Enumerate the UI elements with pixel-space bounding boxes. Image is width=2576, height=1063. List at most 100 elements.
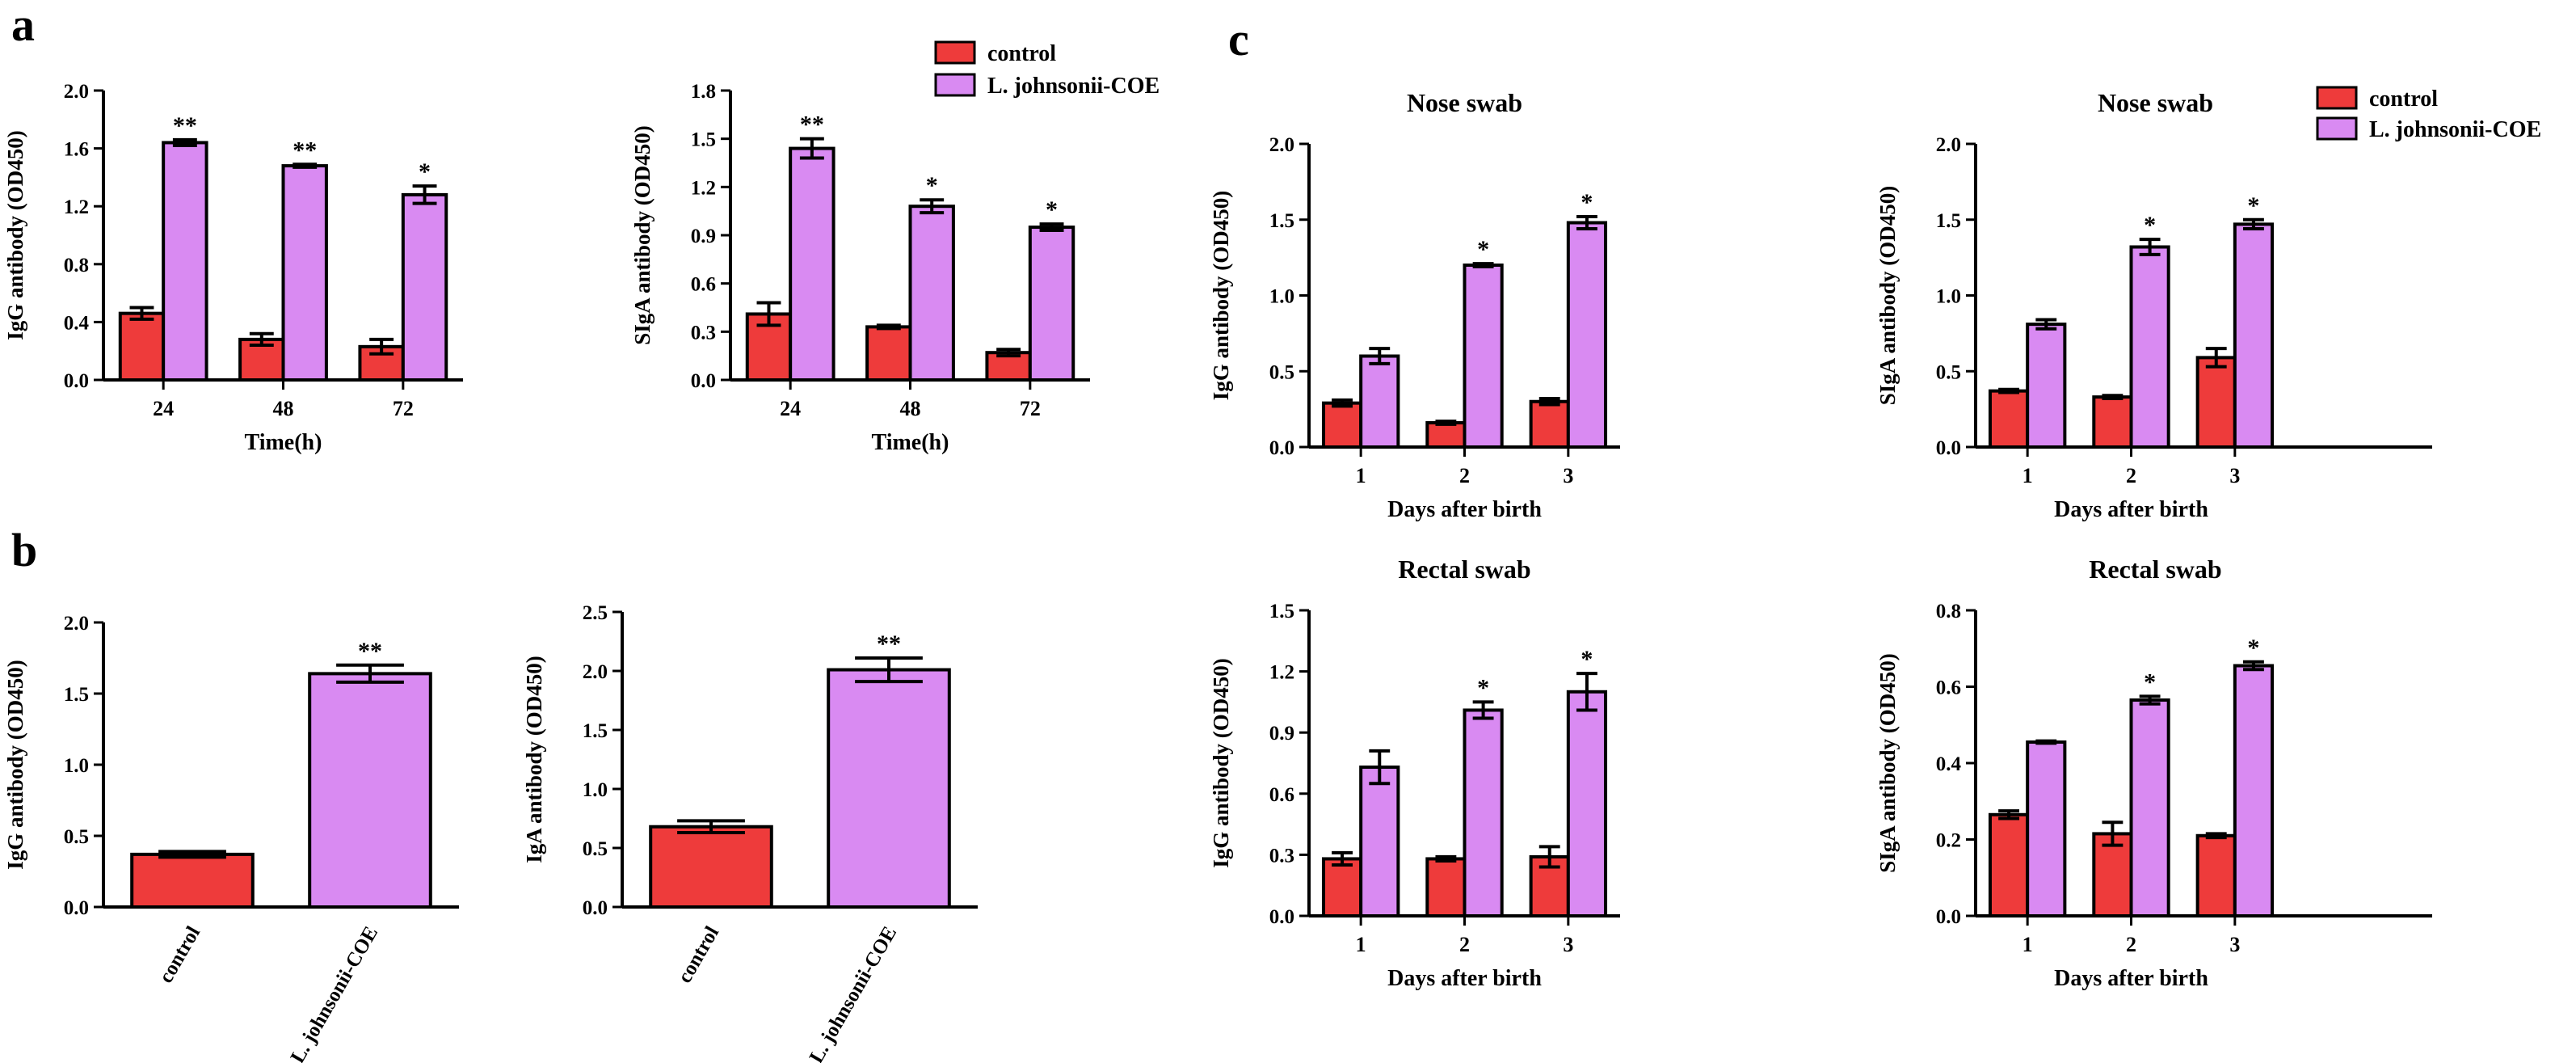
legend-c-treated-label: L. johnsonii-COE <box>2369 117 2541 142</box>
chart-a2: 0.0 0.3 0.6 0.9 1.2 1.5 1.8 SIgA antibody (OD45… <box>630 81 1090 455</box>
x-tick-label: 2 <box>2126 933 2136 956</box>
legend-c: control L. johnsonii-COE <box>2316 86 2541 142</box>
significance-label: ** <box>173 112 197 139</box>
bar-c1-control-1 <box>1321 401 1363 449</box>
y-tick-label: 2.5 <box>583 602 608 624</box>
legend-a-control-swatch <box>934 40 976 65</box>
chart-title: Nose swab <box>1407 88 1522 117</box>
significance-label: * <box>926 172 938 199</box>
legend-a-control-label: control <box>987 41 1056 66</box>
bar-c2-L-johnsonii-COE-2 <box>2129 245 2170 449</box>
bar-a1-L-johnsonii-COE-24 <box>162 141 208 382</box>
y-axis-label: SIgA antibody (OD450) <box>630 125 655 345</box>
y-axis-label: SIgA antibody (OD450) <box>1875 186 1900 406</box>
x-axis-label: Time(h) <box>872 430 949 455</box>
y-tick-label: 1.5 <box>1269 210 1294 232</box>
bar-b1-values-control <box>130 852 255 909</box>
y-tick-label: 2.0 <box>583 661 608 683</box>
y-tick-label: 0.3 <box>691 322 716 344</box>
legend-a: control L. johnsonii-COE <box>934 40 1160 99</box>
x-axis-label: Days after birth <box>2054 497 2208 522</box>
significance-label: * <box>2247 635 2259 661</box>
bar-c3-L-johnsonii-COE-1 <box>1359 766 1400 917</box>
x-tick-label: 48 <box>273 397 294 420</box>
bar-c4-L-johnsonii-COE-2 <box>2129 698 2170 917</box>
y-tick-label: 0.0 <box>1936 906 1961 928</box>
y-tick-label: 0.9 <box>1269 723 1294 745</box>
x-tick-label: 3 <box>2229 933 2240 956</box>
chart-c4: 0.0 0.2 0.4 0.6 0.8 SIgA antibody (OD450) Rect… <box>1875 555 2432 991</box>
chart-title: Rectal swab <box>2089 555 2221 584</box>
y-tick-label: 2.0 <box>1269 134 1294 156</box>
y-tick-label: 1.2 <box>64 196 89 218</box>
bar-c2-control-2 <box>2092 395 2133 449</box>
significance-label: * <box>1477 674 1489 701</box>
y-tick-label: 1.5 <box>583 720 608 742</box>
significance-label: * <box>2144 669 2156 695</box>
x-tick-label: control <box>674 922 723 986</box>
y-axis-label: IgG antibody (OD450) <box>1209 658 1233 868</box>
bar-c4-control-2 <box>2092 832 2133 917</box>
panel-label-b: b <box>11 524 37 576</box>
bar-c4-control-1 <box>1988 812 2030 917</box>
y-tick-label: 1.6 <box>64 139 89 161</box>
y-tick-label: 1.0 <box>1936 286 1961 308</box>
significance-label: * <box>1581 646 1593 673</box>
x-tick-label: 24 <box>780 397 801 420</box>
y-tick-label: 2.0 <box>64 613 89 635</box>
y-axis-label: IgG antibody (OD450) <box>3 660 27 870</box>
x-tick-label: 1 <box>1356 464 1366 487</box>
y-axis-label: IgG antibody (OD450) <box>3 130 27 340</box>
bar-c2-L-johnsonii-COE-3 <box>2233 222 2275 449</box>
y-tick-label: 0.8 <box>1936 601 1961 622</box>
bar-c2-L-johnsonii-COE-1 <box>2026 323 2067 449</box>
legend-c-treated-swatch <box>2316 116 2358 141</box>
y-tick-label: 1.5 <box>1936 210 1961 232</box>
bar-c1-L-johnsonii-COE-3 <box>1566 221 1608 449</box>
bar-a2-L-johnsonii-COE-72 <box>1028 226 1075 382</box>
x-tick-label: L. johnsonii-COE <box>287 923 383 1063</box>
y-tick-label: 0.5 <box>64 826 89 848</box>
y-tick-label: 0.4 <box>1936 753 1962 775</box>
bar-a2-L-johnsonii-COE-48 <box>908 205 955 382</box>
chart-c1: 0.0 0.5 1.0 1.5 2.0 IgG antibody (OD450) Nose … <box>1209 88 1620 522</box>
y-tick-label: 1.0 <box>64 755 89 777</box>
x-tick-label: 24 <box>153 397 174 420</box>
y-tick-label: 0.0 <box>691 370 716 392</box>
bar-c3-L-johnsonii-COE-2 <box>1463 708 1504 917</box>
chart-title: Nose swab <box>2098 88 2213 117</box>
significance-label: * <box>2247 192 2259 219</box>
y-tick-label: 2.0 <box>64 81 89 103</box>
x-tick-label: 1 <box>2022 464 2033 487</box>
bar-a2-L-johnsonii-COE-24 <box>789 146 836 382</box>
y-tick-label: 0.6 <box>691 274 716 296</box>
y-tick-label: 1.5 <box>691 129 716 151</box>
x-tick-label: 1 <box>1356 933 1366 956</box>
y-tick-label: 0.6 <box>1269 784 1294 806</box>
y-tick-label: 0.4 <box>64 312 90 334</box>
significance-label: ** <box>877 631 901 657</box>
x-tick-label: 2 <box>1459 464 1470 487</box>
bar-c1-control-2 <box>1425 421 1467 449</box>
bar-c1-control-3 <box>1529 399 1570 449</box>
legend-c-control-label: control <box>2369 86 2438 112</box>
y-tick-label: 0.0 <box>1269 906 1294 928</box>
x-tick-label: control <box>155 922 204 986</box>
chart-c2: 0.0 0.5 1.0 1.5 2.0 SIgA antibody (OD450) Nose… <box>1875 88 2432 522</box>
bar-c1-L-johnsonii-COE-2 <box>1463 264 1504 449</box>
significance-label: * <box>1046 196 1058 223</box>
y-tick-label: 0.0 <box>583 897 608 919</box>
x-axis-label: Time(h) <box>245 430 322 455</box>
y-axis-label: IgA antibody (OD450) <box>522 656 546 863</box>
bar-c2-control-1 <box>1988 389 2030 449</box>
x-axis-label: Days after birth <box>2054 966 2208 991</box>
bar-b2-values-control <box>649 825 773 909</box>
y-tick-label: 0.0 <box>1269 437 1294 459</box>
bar-c2-control-3 <box>2195 356 2237 449</box>
x-tick-label: 72 <box>393 397 414 420</box>
significance-label: ** <box>358 638 382 664</box>
chart-b1: 0.0 0.5 1.0 1.5 2.0 IgG antibody (OD450) contr… <box>3 613 459 1063</box>
bar-c4-L-johnsonii-COE-1 <box>2026 740 2067 918</box>
